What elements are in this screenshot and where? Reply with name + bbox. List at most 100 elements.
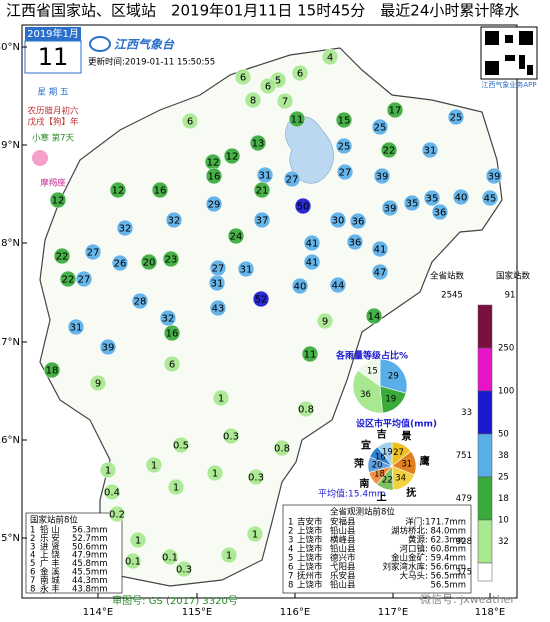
pie_cities-value: 20	[372, 461, 383, 471]
province-top-cell: 安福县	[330, 517, 356, 528]
station-value: 47	[374, 268, 387, 279]
station-value: 41	[374, 245, 387, 256]
province-top-cell: 弋阳县	[330, 562, 356, 573]
pie_cities-value: 18	[374, 470, 385, 480]
pie_cities-value: 16	[375, 452, 386, 462]
station-value: 16	[154, 186, 167, 197]
station-value: 41	[306, 239, 319, 250]
station-bubble	[89, 374, 107, 392]
station-value: 0.5	[173, 441, 189, 452]
station-bubble	[205, 167, 223, 185]
lon-label: 116°E	[280, 607, 310, 618]
station-value: 20	[143, 258, 156, 269]
station-bubble	[227, 227, 245, 245]
station-value: 41	[306, 258, 319, 269]
station-bubble	[223, 147, 241, 165]
station-bubble	[43, 361, 61, 379]
national-top-cell: 4	[30, 551, 35, 561]
station-bubble	[131, 292, 149, 310]
national-top-cell: 3	[30, 542, 35, 552]
legend-header: 国家站数	[496, 271, 531, 282]
station-bubble	[111, 254, 129, 272]
qr-pattern	[485, 31, 533, 75]
station-value: 39	[488, 172, 501, 183]
province-top-cell: 铅山县	[330, 544, 356, 555]
pie_cities-label: 吉	[377, 428, 387, 441]
national-top-cell: 永 丰	[40, 583, 60, 594]
station-bubble	[181, 112, 199, 130]
pie_levels-value: 19	[385, 394, 396, 404]
pie-cities-title: 设区市平均值(mm)	[356, 418, 437, 430]
station-bubble	[276, 92, 294, 110]
legend-swatch	[477, 390, 493, 435]
approval-number: 审图号: GS (2017) 3320号	[112, 594, 238, 607]
station-value: 25	[374, 123, 387, 134]
station-value: 11	[291, 115, 304, 126]
legend-swatch	[477, 433, 493, 478]
station-value: 39	[102, 343, 115, 354]
station-value: 26	[114, 259, 127, 270]
station-value: 31	[211, 279, 224, 290]
national-top-cell: 2	[30, 534, 35, 544]
province-top-cell: 抚州市	[297, 571, 323, 582]
station-value: 1	[135, 536, 141, 547]
station-value: 27	[212, 264, 225, 275]
station-value: 37	[256, 216, 269, 227]
province-top-cell: 湖坊桥北: 84.0mm	[391, 526, 466, 537]
station-value: 0.3	[176, 565, 192, 576]
station-value: 36	[352, 217, 365, 228]
station-value: 22	[62, 275, 75, 286]
legend-national-count: 38	[498, 451, 509, 461]
station-value: 0.3	[248, 473, 264, 484]
legend-swatch	[477, 347, 493, 392]
national-top-cell: 广 丰	[40, 558, 60, 569]
station-bubble	[447, 108, 465, 126]
station-value: 0.8	[298, 405, 314, 416]
station-bubble	[129, 531, 147, 549]
station-bubble	[288, 110, 306, 128]
national-top-cell: 南 城	[40, 575, 60, 586]
pie_levels-value: 29	[388, 371, 399, 381]
legend-bound: 25	[498, 473, 509, 483]
province-top-cell: 上饶市	[297, 553, 323, 564]
station-bubble	[145, 456, 163, 474]
station-value: 6	[297, 69, 303, 80]
station-bubble	[99, 461, 117, 479]
station-bubble	[163, 355, 181, 373]
station-bubble	[297, 400, 315, 418]
pie_cities-slice	[377, 441, 393, 467]
national-top-title: 国家站前8位	[30, 515, 78, 526]
station-bubble	[329, 276, 347, 294]
station-value: 0.8	[274, 444, 290, 455]
station-bubble	[303, 253, 321, 271]
province-top-cell: 3	[288, 536, 293, 546]
station-value: 43	[212, 304, 225, 315]
province-top-box	[282, 504, 472, 594]
station-value: 12	[226, 152, 239, 163]
station-value: 44	[332, 281, 345, 292]
calendar-day-bg	[24, 40, 82, 74]
province-top-cell: 上饶市	[297, 580, 323, 591]
pie_levels-value: 36	[360, 390, 371, 400]
station-bubble	[99, 338, 117, 356]
legend-header: 全省站数	[430, 271, 465, 282]
station-value: 11	[304, 350, 317, 361]
national-top-cell: 铅 山	[40, 525, 60, 536]
national-top-box	[25, 512, 123, 594]
lon-label: 118°E	[475, 607, 505, 618]
station-bubble	[206, 464, 224, 482]
station-bubble	[124, 552, 142, 570]
station-value: 13	[252, 139, 265, 150]
station-bubble	[373, 167, 391, 185]
station-value: 1	[173, 483, 179, 494]
station-value: 8	[250, 96, 256, 107]
calendar-day: 11	[38, 43, 69, 71]
station-bubble	[234, 68, 252, 86]
province-top-cell: 4	[288, 545, 293, 555]
legend-bound: 10	[498, 516, 509, 526]
station-bubble	[386, 101, 404, 119]
legend-all-count: 928	[456, 537, 472, 547]
title: 江西省国家站、区域站 2019年01月11日 15时45分 最近24小时累计降水	[6, 2, 519, 20]
station-bubble	[163, 324, 181, 342]
station-bubble	[249, 134, 267, 152]
